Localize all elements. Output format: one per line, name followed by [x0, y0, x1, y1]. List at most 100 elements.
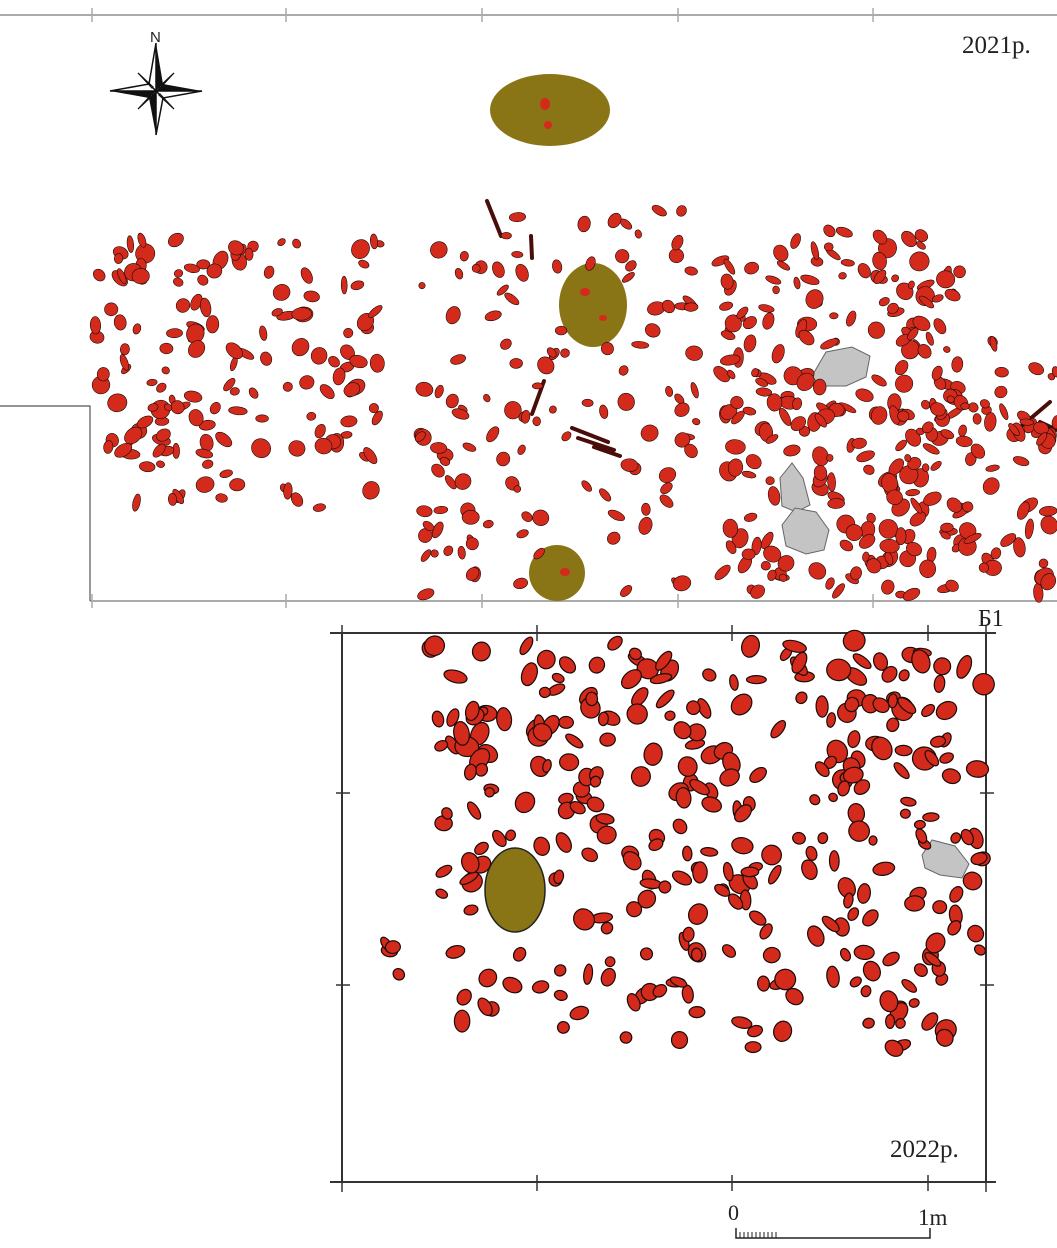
stone: [417, 588, 435, 601]
stone: [783, 444, 801, 457]
stone: [453, 721, 470, 746]
stone: [1028, 362, 1045, 376]
stone: [328, 355, 340, 368]
stone: [369, 233, 379, 250]
stone: [900, 796, 917, 807]
stone: [643, 742, 663, 766]
stone: [922, 443, 940, 455]
stone: [773, 1020, 793, 1043]
stone: [925, 331, 934, 346]
stone: [312, 503, 326, 512]
stone: [727, 458, 744, 477]
stone: [778, 573, 788, 582]
stone: [512, 946, 527, 962]
stone: [970, 443, 986, 459]
stone: [832, 583, 845, 599]
stone: [599, 404, 609, 419]
stone: [823, 224, 836, 238]
stone: [826, 965, 840, 988]
stone: [973, 944, 987, 956]
stone: [505, 829, 517, 842]
stone: [639, 947, 654, 961]
stone: [884, 1039, 904, 1057]
stone: [751, 368, 760, 378]
stone: [947, 920, 962, 936]
stone: [569, 800, 586, 815]
stone: [502, 976, 523, 994]
stone: [953, 265, 966, 279]
stone: [734, 804, 752, 823]
stone: [484, 310, 502, 322]
stone: [772, 285, 780, 295]
stone: [894, 360, 909, 376]
stone: [124, 426, 143, 445]
stone: [944, 288, 961, 302]
stone: [962, 871, 983, 891]
stone: [916, 241, 926, 250]
stone: [955, 435, 973, 448]
stone: [343, 382, 361, 397]
stone: [894, 744, 913, 757]
stone: [843, 892, 854, 909]
stone: [956, 655, 973, 679]
stone: [292, 238, 302, 249]
stone: [1019, 418, 1034, 426]
stone: [581, 847, 599, 863]
stone: [886, 489, 903, 506]
stone: [430, 549, 439, 558]
stone: [620, 458, 639, 472]
stone: [658, 467, 677, 483]
stone: [913, 819, 926, 830]
stone: [982, 477, 1000, 495]
stone: [206, 315, 220, 334]
stone: [314, 423, 326, 439]
stone: [509, 358, 523, 369]
stone: [96, 367, 110, 382]
stone: [790, 233, 801, 249]
stone: [572, 908, 596, 931]
stone: [552, 259, 563, 274]
stone: [658, 880, 672, 894]
stone: [762, 946, 781, 964]
stone: [771, 344, 785, 364]
stone: [921, 1012, 939, 1031]
stone: [303, 290, 320, 303]
stone: [979, 399, 990, 409]
scale-bar-start-label: 0: [728, 1200, 739, 1225]
stone: [914, 229, 929, 242]
grid-square-label: Б1: [978, 606, 1004, 632]
stone: [229, 478, 246, 492]
stone: [649, 673, 673, 685]
stone: [445, 393, 459, 409]
stone: [873, 269, 887, 284]
stone: [358, 259, 370, 269]
stone: [464, 700, 480, 722]
stone: [730, 693, 753, 716]
stone: [314, 437, 333, 455]
stone: [119, 354, 129, 371]
stone: [770, 720, 787, 739]
boulder-features: [779, 346, 970, 879]
stone: [857, 263, 871, 279]
stone: [940, 531, 951, 540]
stone: [878, 519, 899, 539]
stone: [161, 366, 170, 375]
stone: [905, 489, 920, 497]
stone: [430, 241, 448, 259]
stone: [858, 534, 876, 549]
stone: [872, 229, 888, 245]
stone: [743, 334, 757, 353]
stone: [634, 229, 642, 239]
stone: [760, 531, 774, 549]
stone: [504, 401, 522, 420]
stone: [915, 828, 928, 844]
stone: [423, 635, 446, 657]
stone: [225, 342, 243, 359]
stone: [369, 353, 385, 373]
stone: [147, 403, 159, 412]
stone: [940, 429, 955, 440]
stone: [443, 545, 454, 556]
stone: [607, 509, 625, 522]
stone: [113, 314, 127, 331]
stone-scatter: [89, 98, 1057, 1057]
